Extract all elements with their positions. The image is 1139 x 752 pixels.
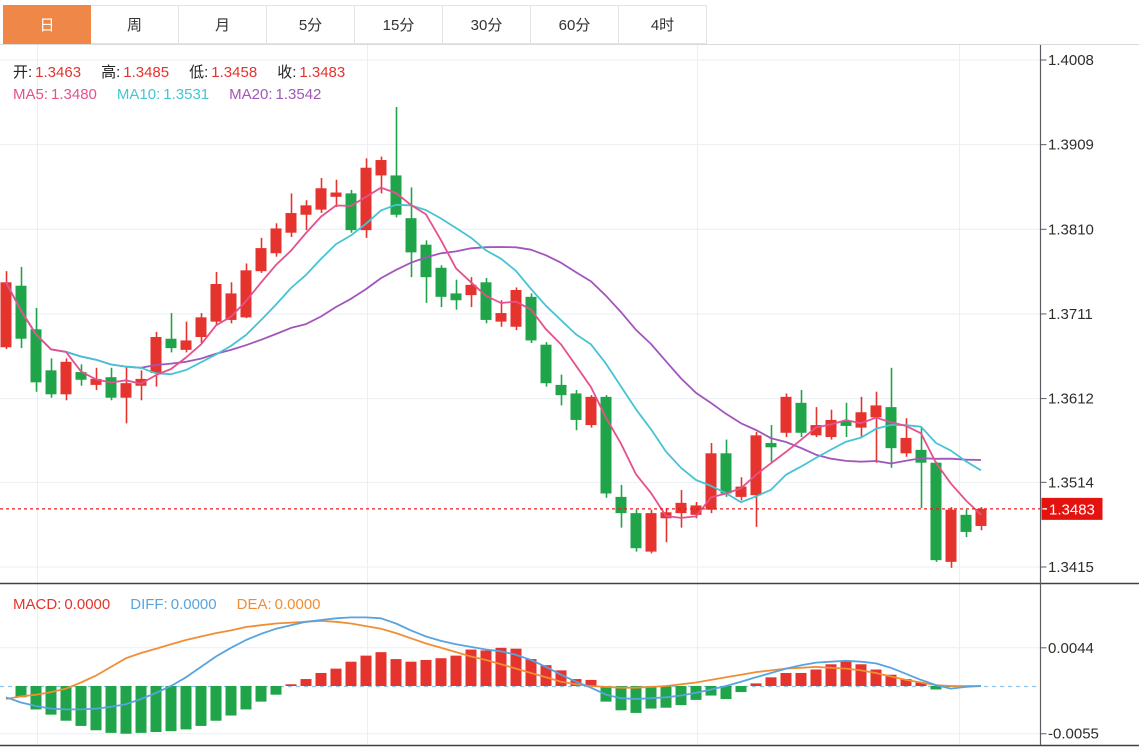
legend-ma10: MA10: 1.3531: [116, 86, 210, 103]
svg-text:1.3483: 1.3483: [1049, 501, 1095, 518]
svg-text:1.3711: 1.3711: [1048, 306, 1093, 323]
candles: [0, 107, 987, 568]
svg-text:0.0044: 0.0044: [1048, 640, 1094, 657]
svg-text:1.3514: 1.3514: [1048, 474, 1094, 491]
svg-text:1.3612: 1.3612: [1048, 391, 1094, 408]
dea-line: [5, 620, 981, 700]
legend-open: 开: 1.3463: [13, 64, 82, 81]
svg-text:-0.0055: -0.0055: [1048, 726, 1099, 743]
legend-macd: MACD: 0.0000: [13, 596, 111, 613]
ma5-line: [5, 186, 982, 519]
tab-30min[interactable]: 30分: [443, 5, 531, 44]
tab-60min[interactable]: 60分: [531, 5, 619, 44]
macd-axis: 0.0044 -0.0055: [1040, 640, 1099, 743]
legend-high: 高: 1.3485: [101, 64, 170, 81]
ma20-line: [5, 246, 982, 465]
tab-month[interactable]: 月: [179, 5, 267, 44]
panel-separators: [0, 582, 1139, 747]
svg-text:1.3810: 1.3810: [1048, 221, 1094, 238]
last-price-tag: 1.3483: [1041, 497, 1103, 520]
legend-close: 收: 1.3483: [277, 64, 346, 81]
macd-grid: [0, 584, 1040, 745]
tabbar-divider: [0, 44, 1139, 45]
price-axis: 1.4008 1.3909 1.3810 1.3711 1.3612 1.3514 1.34…: [1039, 45, 1094, 745]
tab-week[interactable]: 周: [91, 5, 179, 44]
svg-text:1.3909: 1.3909: [1048, 137, 1094, 154]
macd-legend: MACD: 0.0000 DIFF: 0.0000 DEA: 0.0000: [13, 596, 321, 613]
tab-15min[interactable]: 15分: [355, 5, 443, 44]
ohlc-legend: 开: 1.3463 高: 1.3485 低: 1.3458 收: 1.3483: [13, 61, 345, 82]
legend-diff: DIFF: 0.0000: [130, 596, 217, 613]
svg-text:1.3415: 1.3415: [1048, 559, 1094, 576]
ma10-line: [5, 203, 982, 504]
tab-day[interactable]: 日: [3, 5, 91, 44]
tab-4hour[interactable]: 4时: [619, 5, 707, 44]
legend-ma20: MA20: 1.3542: [229, 86, 322, 103]
diff-line: [5, 616, 982, 711]
ma-legend: MA5: 1.3480 MA10: 1.3531 MA20: 1.3542: [13, 86, 321, 103]
timeframe-tabbar: 日周月 5分 15分 30分 60分 4时: [3, 5, 707, 44]
legend-dea: DEA: 0.0000: [236, 596, 321, 613]
svg-text:1.4008: 1.4008: [1048, 52, 1094, 69]
tab-5min[interactable]: 5分: [267, 5, 355, 44]
legend-low: 低: 1.3458: [189, 64, 258, 81]
legend-ma5: MA5: 1.3480: [13, 86, 97, 103]
